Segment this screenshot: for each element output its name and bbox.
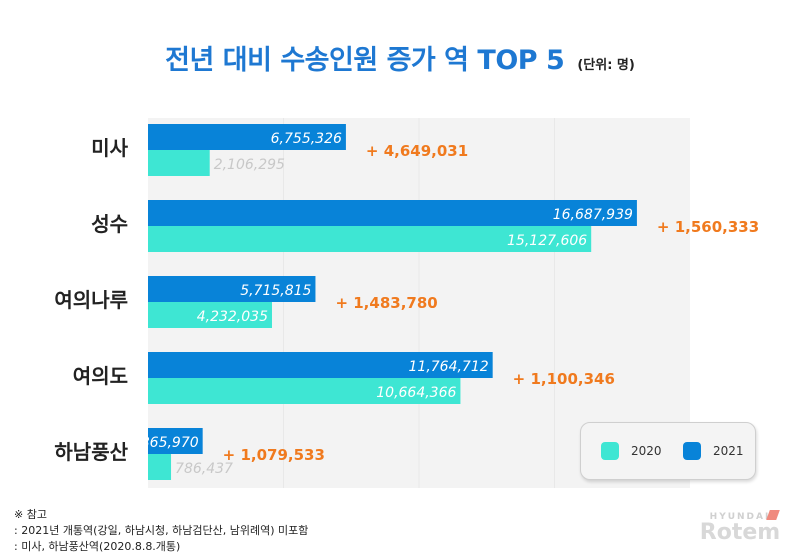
notes: ※ 참고 : 2021년 개통역(강일, 하남시청, 하남검단산, 남위례역) … (14, 507, 308, 555)
legend-item-2021: 2021 (683, 442, 744, 460)
bar-2021-0 (148, 124, 346, 150)
legend-label-2020: 2020 (631, 444, 662, 458)
category-label-4: 하남풍산 (54, 440, 128, 464)
category-label-2: 여의나루 (54, 288, 128, 312)
value-label-2021-1: 16,687,939 (553, 207, 633, 223)
value-label-2020-2: 4,232,035 (197, 309, 268, 325)
value-label-2020-0: 2,106,295 (214, 157, 285, 173)
bar-2021-1 (148, 200, 637, 226)
bar-2020-2 (148, 302, 272, 328)
value-label-2021-4: 1,865,970 (127, 435, 198, 451)
company-logo: HYUNDAI Rotem (690, 510, 790, 545)
chart-title: 전년 대비 수송인원 증가 역 TOP 5 (165, 45, 565, 76)
logo-main-word: Rotem (699, 520, 781, 545)
logo-top-text: HYUNDAI (709, 512, 771, 522)
category-label-3: 여의도 (73, 364, 128, 388)
legend-swatch-2021 (683, 442, 701, 460)
chart-title-wrap: 전년 대비 수송인원 증가 역 TOP 5 (단위: 명) (0, 38, 800, 77)
note-heading: ※ 참고 (14, 508, 47, 521)
increase-label-1: + 1,560,333 (657, 218, 759, 236)
legend: 2020 2021 (580, 422, 756, 480)
unit-label: (단위: 명) (577, 58, 635, 73)
increase-label-4: + 1,079,533 (223, 446, 325, 464)
legend-swatch-2020 (601, 442, 619, 460)
gridlines (283, 118, 555, 488)
bar-2021-2 (148, 276, 316, 302)
legend-label-2021: 2021 (713, 444, 744, 458)
value-label-2021-2: 5,715,815 (240, 283, 311, 299)
increase-label-3: + 1,100,346 (513, 370, 615, 388)
bar-2020-3 (148, 378, 461, 404)
bar-2020-4 (148, 454, 172, 480)
value-label-2021-3: 11,764,712 (409, 359, 489, 375)
category-label-1: 성수 (91, 212, 128, 236)
value-label-2020-4: 786,437 (175, 461, 233, 477)
value-label-2020-1: 15,127,606 (507, 233, 587, 249)
bar-2021-3 (148, 352, 493, 378)
value-label-2020-3: 10,664,366 (376, 385, 456, 401)
increase-label-2: + 1,483,780 (335, 294, 437, 312)
note-line-2: : 미사, 하남풍산역(2020.8.8.개통) (14, 540, 181, 553)
bar-2020-1 (148, 226, 592, 252)
note-line-1: : 2021년 개통역(강일, 하남시청, 하남검단산, 남위례역) 미포함 (14, 524, 309, 537)
labels-group: 미사 6,755,326 2,106,295 + 4,649,031 성수 16,687,… (54, 131, 759, 477)
bars-group (148, 124, 637, 480)
increase-label-0: + 4,649,031 (366, 142, 468, 160)
category-label-0: 미사 (91, 136, 128, 160)
bar-2021-4 (148, 428, 203, 454)
bar-2020-0 (148, 150, 210, 176)
value-label-2021-0: 6,755,326 (271, 131, 342, 147)
legend-item-2020: 2020 (601, 442, 662, 460)
logo-main-text: Rotem (690, 510, 790, 545)
